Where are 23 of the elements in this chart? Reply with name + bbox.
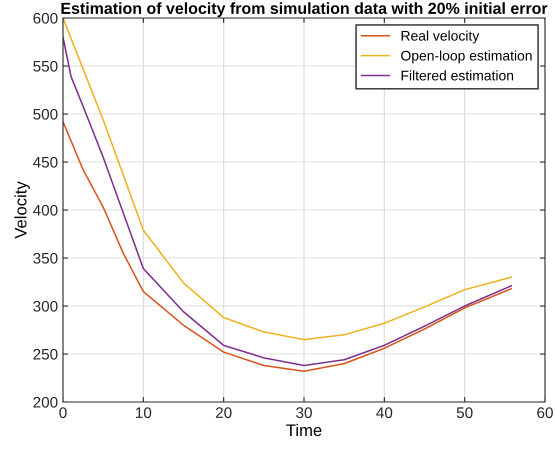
y-tick-label: 550 — [33, 60, 58, 72]
x-tick-label: 10 — [136, 407, 152, 418]
y-tick-label: 200 — [33, 396, 58, 408]
x-tick-label: 30 — [296, 407, 312, 418]
y-tick-label: 250 — [33, 348, 58, 360]
legend-label: Open-loop estimation — [401, 50, 532, 64]
chart-title: Estimation of velocity from simulation data with 20% initial error — [61, 2, 548, 18]
y-tick-label: 350 — [33, 252, 58, 264]
y-tick-label: 600 — [33, 12, 58, 24]
y-tick-label: 300 — [33, 300, 58, 312]
y-tick-label: 500 — [33, 108, 58, 120]
legend-label: Filtered estimation — [402, 70, 514, 80]
legend-label: Real velocity — [402, 30, 480, 44]
x-tick-label: 40 — [376, 407, 392, 418]
line-series — [63, 120, 512, 372]
y-axis-title: Velocity — [14, 181, 30, 239]
x-tick-label: 20 — [216, 407, 232, 418]
x-axis-title: Time — [286, 424, 322, 436]
x-tick-label: 50 — [456, 407, 473, 418]
x-tick-label: 0 — [59, 407, 67, 418]
x-tick-label: 60 — [537, 407, 553, 418]
y-tick-label: 400 — [33, 204, 58, 216]
y-tick-label: 450 — [33, 156, 58, 168]
